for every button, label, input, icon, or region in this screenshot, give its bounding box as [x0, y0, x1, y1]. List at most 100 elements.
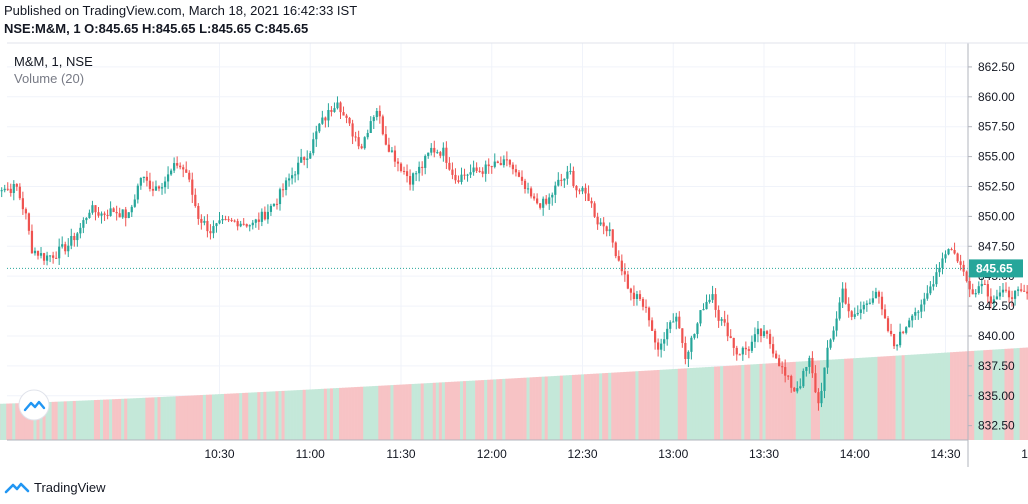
- candle-body: [502, 159, 505, 166]
- volume-bar: [33, 402, 37, 440]
- candle-body: [850, 311, 853, 317]
- volume-bar: [795, 361, 800, 440]
- volume-bar: [311, 389, 316, 440]
- candle-body: [1001, 289, 1005, 293]
- volume-bar: [214, 394, 219, 440]
- candle-body: [853, 314, 856, 317]
- candle-body: [829, 339, 832, 348]
- volume-bar: [136, 398, 140, 440]
- volume-bar: [529, 377, 533, 440]
- volume-bar: [166, 396, 170, 440]
- volume-bar: [199, 395, 204, 440]
- volume-bar: [832, 359, 836, 440]
- volume-bar: [24, 402, 28, 440]
- candle-body: [127, 212, 130, 219]
- volume-bar: [163, 396, 167, 440]
- volume-bar: [611, 372, 615, 440]
- volume-bar: [626, 371, 630, 440]
- volume-bar: [357, 386, 361, 440]
- candle-body: [1017, 289, 1020, 291]
- volume-bar: [547, 376, 552, 440]
- candle-body: [315, 131, 318, 140]
- volume-bar: [127, 398, 131, 440]
- y-tick-label: 832.50: [978, 419, 1015, 433]
- candle-body: [647, 307, 651, 321]
- candle-body: [865, 303, 868, 305]
- volume-bar: [701, 367, 706, 440]
- candle-body: [487, 164, 490, 167]
- volume-bar: [390, 385, 394, 440]
- candle-body: [687, 351, 690, 359]
- volume-bar: [81, 400, 86, 440]
- tradingview-brand[interactable]: TradingView: [4, 478, 106, 496]
- volume-bar: [490, 379, 494, 440]
- volume-bar: [426, 383, 431, 440]
- volume-bar: [641, 370, 645, 440]
- candle-body: [669, 322, 672, 329]
- candle-body: [484, 164, 487, 174]
- candle-body: [886, 318, 890, 331]
- volume-bar: [853, 358, 857, 440]
- candle-body: [481, 171, 484, 174]
- candle-body: [508, 159, 511, 165]
- volume-bar: [221, 393, 225, 440]
- candle-body: [511, 164, 515, 170]
- candle-body: [838, 302, 841, 319]
- volume-bar: [1025, 347, 1028, 440]
- candle-body: [39, 253, 43, 256]
- candle-body: [702, 309, 705, 311]
- volume-bar: [847, 358, 851, 440]
- volume-bar: [580, 374, 585, 440]
- candle-body: [596, 216, 599, 225]
- volume-bar: [786, 362, 791, 440]
- volume-bar: [475, 380, 479, 440]
- last-price-label: 845.65: [976, 261, 1013, 275]
- candle-body: [460, 174, 463, 182]
- volume-bar: [913, 354, 918, 440]
- volume-bar: [453, 381, 458, 440]
- volume-bar: [508, 378, 512, 440]
- candle-body: [844, 288, 847, 304]
- volume-bar: [556, 375, 561, 440]
- volume-bar: [750, 364, 754, 440]
- volume-bar: [399, 384, 403, 440]
- volume-bar: [865, 357, 869, 440]
- volume-bar: [115, 399, 119, 440]
- volume-bar: [777, 362, 781, 440]
- volume-bar: [807, 360, 812, 440]
- volume-bar: [369, 386, 373, 440]
- candle-body: [454, 174, 457, 181]
- candle-body: [188, 172, 191, 180]
- candle-body: [560, 179, 563, 181]
- candle-body: [433, 147, 436, 153]
- volume-bars: [0, 347, 1028, 440]
- volume-bar: [608, 372, 612, 440]
- volume-bar: [411, 383, 415, 440]
- volume-bar: [998, 349, 1002, 440]
- candle-body: [517, 172, 521, 177]
- volume-bar: [577, 374, 582, 440]
- volume-bar: [36, 402, 40, 440]
- brand-text: TradingView: [34, 479, 106, 495]
- volume-bar: [593, 373, 597, 440]
- volume-bar: [160, 396, 164, 440]
- candle-body: [690, 337, 693, 352]
- volume-bar: [348, 387, 352, 440]
- candle-body: [935, 272, 938, 285]
- candle-body: [542, 198, 545, 208]
- candle-body: [339, 102, 342, 113]
- candle-body: [399, 163, 403, 171]
- candle-body: [820, 390, 823, 404]
- candle-body: [493, 161, 496, 167]
- candle-body: [657, 342, 660, 350]
- volume-bar: [928, 353, 933, 440]
- candle-body: [100, 213, 103, 216]
- volume-bar: [720, 366, 724, 440]
- volume-bar: [980, 350, 984, 440]
- candle-body: [130, 206, 133, 213]
- candle-body: [0, 190, 3, 192]
- volume-bar: [544, 376, 549, 440]
- candle-body: [629, 288, 632, 293]
- candle-body: [106, 214, 109, 216]
